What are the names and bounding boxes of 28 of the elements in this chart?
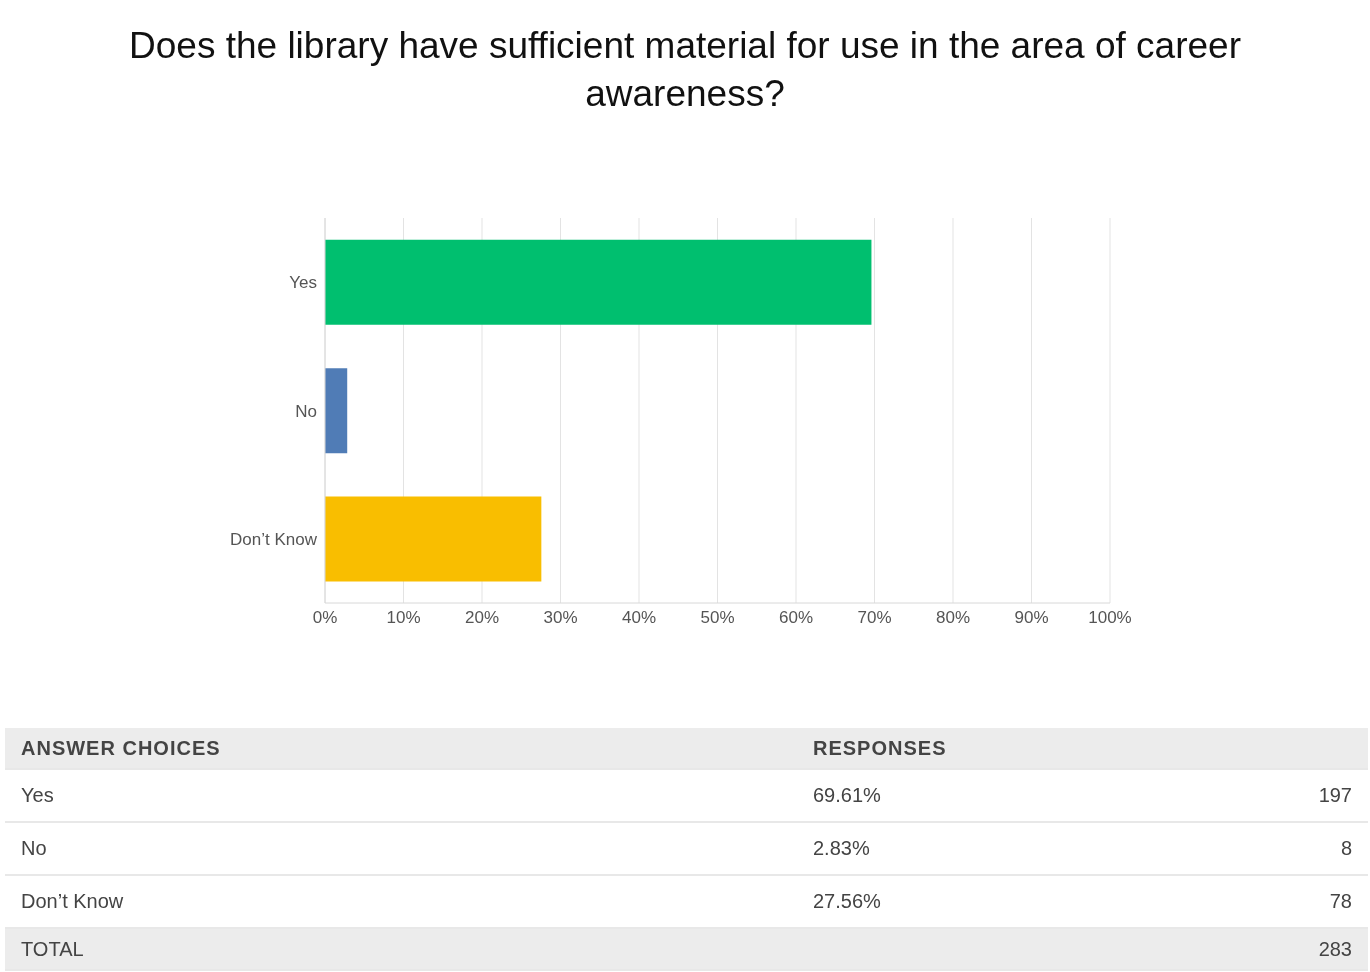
- x-tick-label: 10%: [386, 608, 421, 628]
- x-tick-label: 50%: [700, 608, 735, 628]
- y-tick-label: Yes: [289, 273, 317, 293]
- x-tick-label: 100%: [1088, 608, 1132, 628]
- text: 27.56%: [812, 890, 882, 913]
- y-tick-label: No: [295, 401, 317, 421]
- y-tick-label: Don’t Know: [230, 529, 318, 549]
- text: 8: [1339, 837, 1353, 860]
- text: TOTAL: [20, 937, 85, 961]
- x-tick-label: 90%: [1014, 608, 1049, 628]
- x-tick-label: 30%: [543, 608, 578, 628]
- x-tick-label: 0%: [312, 608, 338, 628]
- text: RESPONSES: [812, 736, 948, 760]
- category-label: No: [21, 837, 47, 859]
- text: 283: [1317, 937, 1353, 961]
- text: 2.83%: [812, 837, 871, 860]
- text: 197: [1317, 784, 1353, 807]
- x-tick-label: 70%: [857, 608, 892, 628]
- category-label: Don’t Know: [21, 890, 124, 912]
- text: 78: [1328, 890, 1353, 913]
- x-tick-label: 40%: [621, 608, 657, 628]
- x-tick-label: 60%: [778, 608, 814, 628]
- x-tick-label: 20%: [464, 608, 500, 628]
- x-tick-label: 80%: [935, 608, 971, 628]
- category-label: Yes: [21, 784, 54, 806]
- chart-title: Does the library have sufficient material for use in the area of career awareness?: [128, 24, 1242, 116]
- text: ANSWER CHOICES: [20, 736, 222, 760]
- text: 69.61%: [812, 784, 882, 807]
